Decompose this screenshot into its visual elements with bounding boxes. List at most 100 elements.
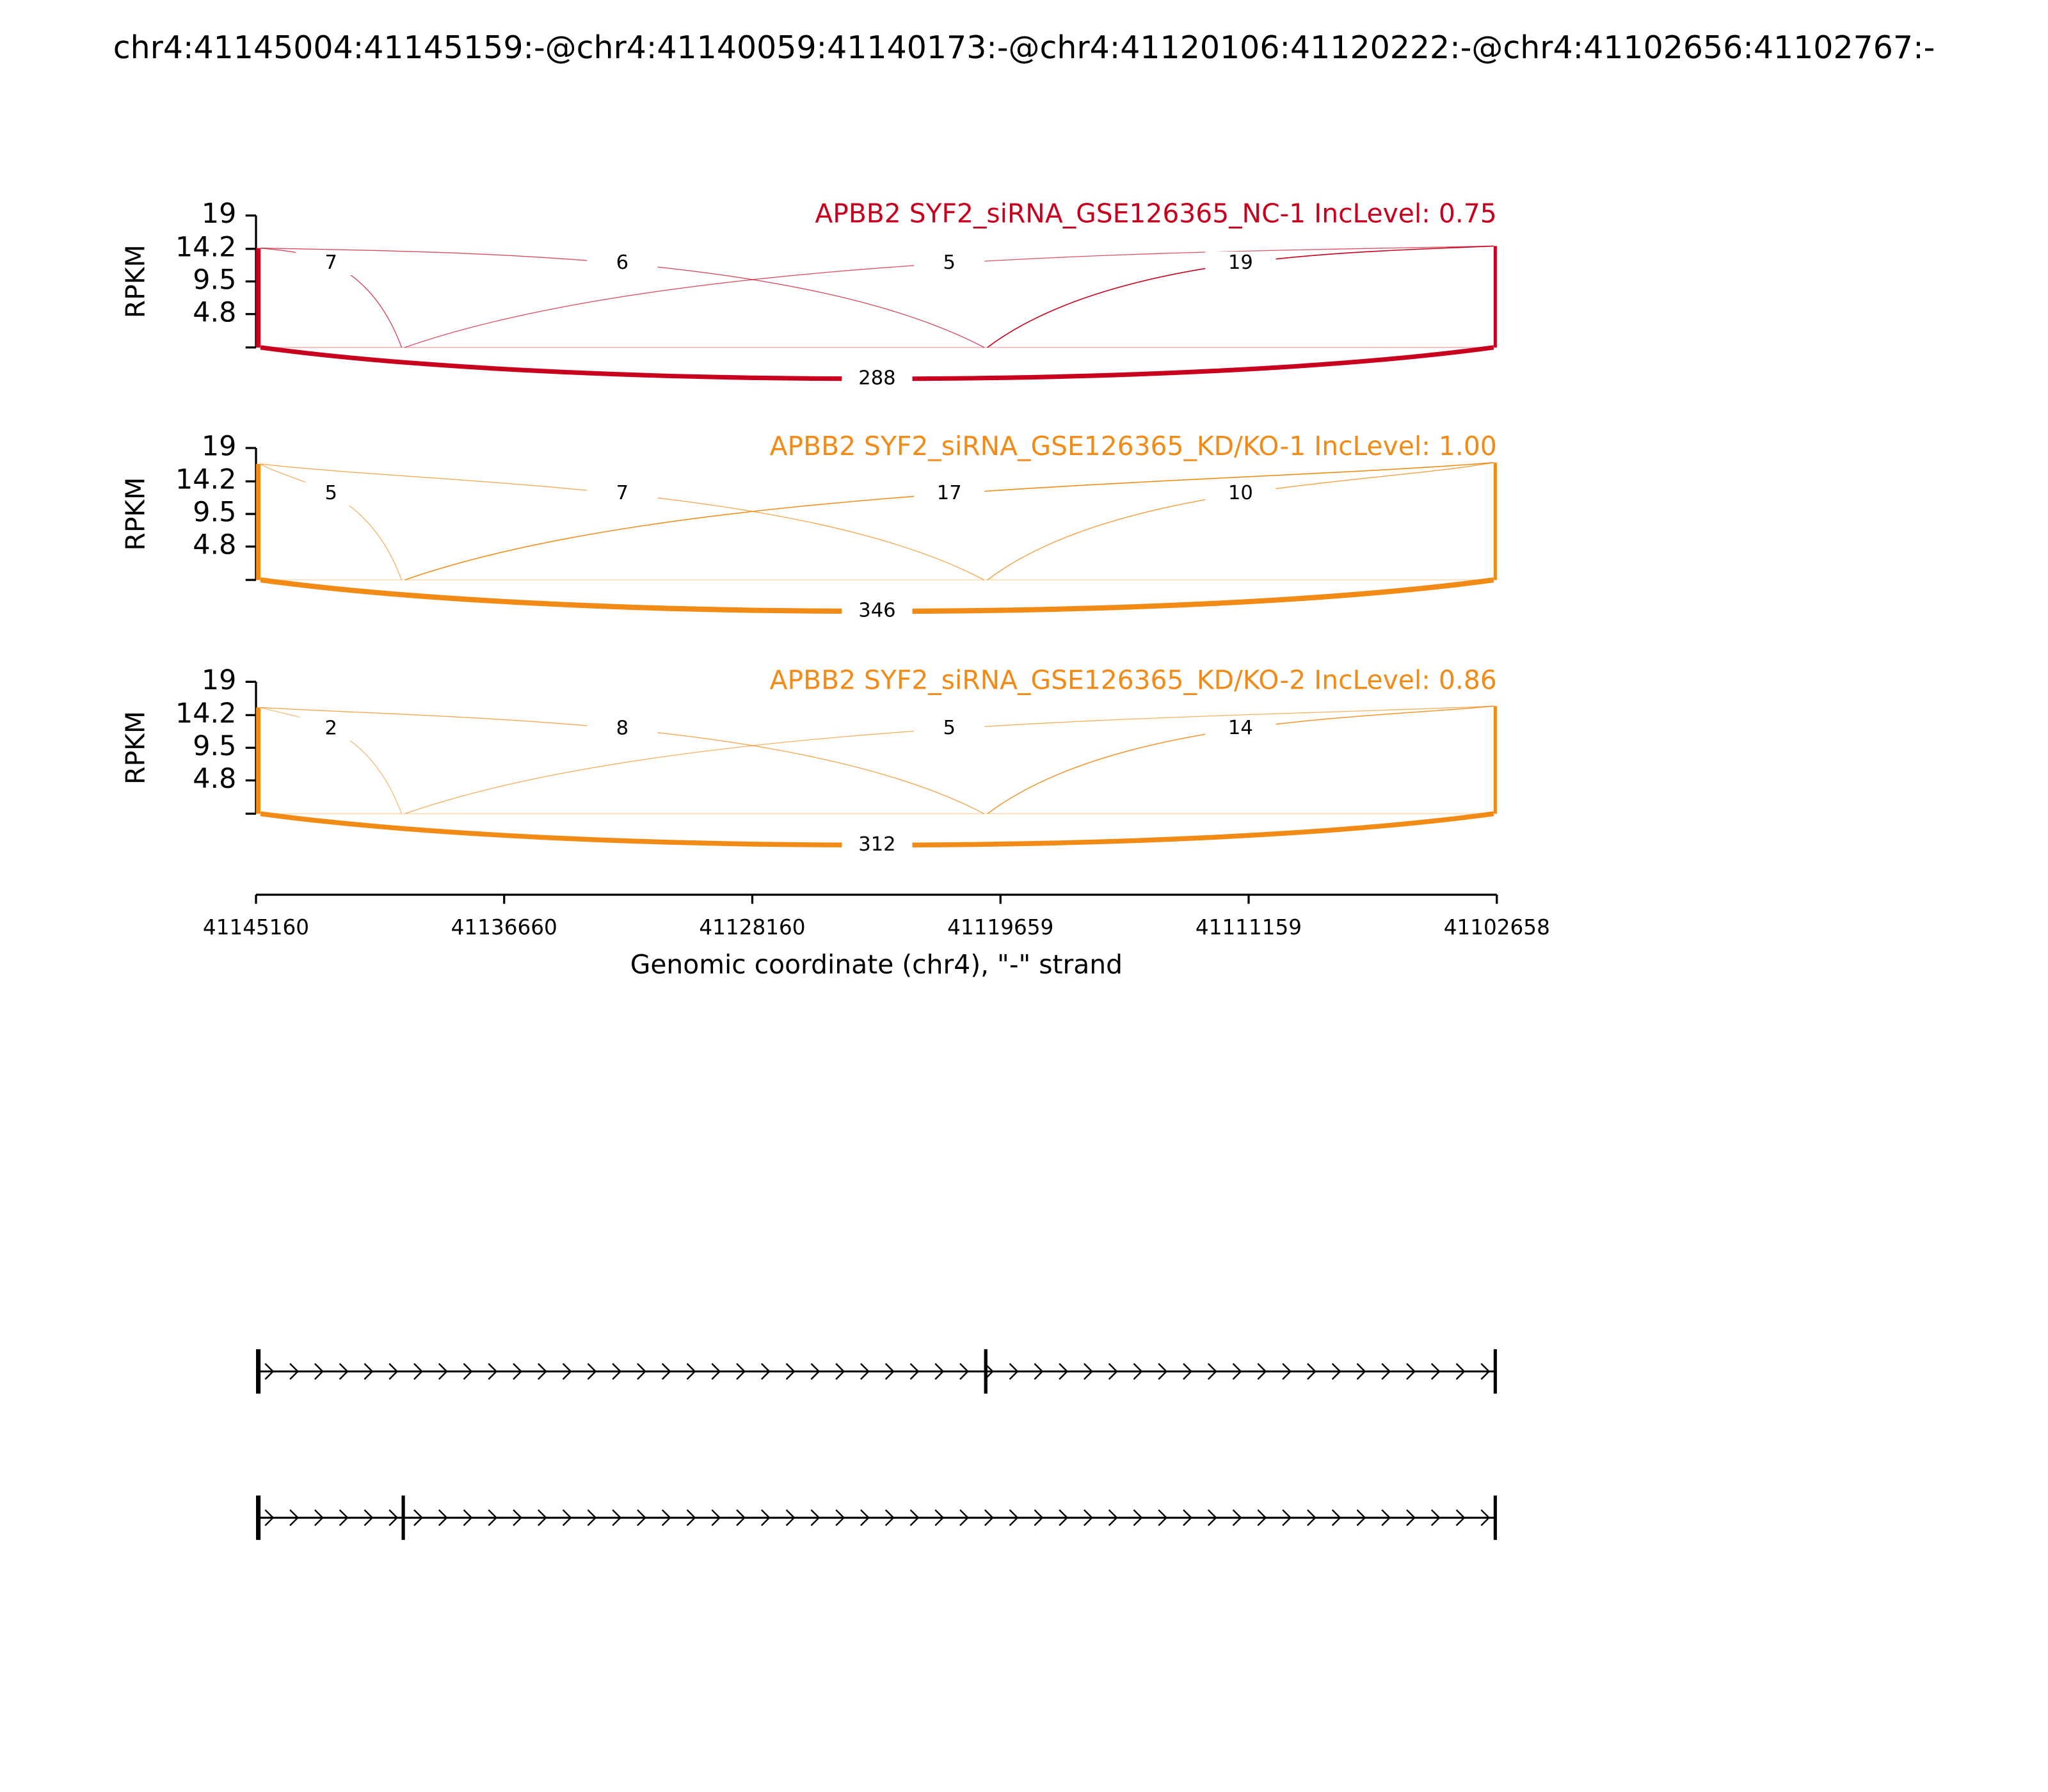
panel-title: APBB2 SYF2_siRNA_GSE126365_KD/KO-2 IncLe… xyxy=(770,664,1497,695)
strand-chevron xyxy=(760,1363,771,1380)
junction-label-bg xyxy=(842,833,913,857)
strand-chevron xyxy=(1183,1509,1193,1526)
strand-chevron xyxy=(587,1509,597,1526)
junction-label-bg xyxy=(914,717,985,741)
exon-coverage xyxy=(1493,246,1497,348)
strand-chevron xyxy=(1282,1509,1292,1526)
strand-chevron xyxy=(1158,1363,1168,1380)
junction-label-bg xyxy=(296,482,367,506)
junction-label-bg xyxy=(1205,482,1276,506)
strand-chevron xyxy=(711,1509,721,1526)
strand-chevron xyxy=(1455,1363,1466,1380)
junction-label: 7 xyxy=(616,482,628,504)
strand-chevron xyxy=(1009,1363,1019,1380)
x-tick-label: 41136660 xyxy=(451,915,557,940)
strand-chevron xyxy=(637,1509,646,1526)
strand-chevron xyxy=(1331,1363,1341,1380)
strand-chevron xyxy=(1133,1363,1143,1380)
y-tick-label: 4.8 xyxy=(193,296,236,328)
strand-chevron xyxy=(562,1363,572,1380)
junction-label-bg xyxy=(296,252,367,276)
strand-chevron xyxy=(562,1509,572,1526)
strand-chevron xyxy=(1406,1363,1416,1380)
exon-coverage xyxy=(256,707,261,814)
y-tick-label: 9.5 xyxy=(193,730,236,762)
junction-label: 5 xyxy=(325,482,337,504)
strand-chevron xyxy=(835,1363,845,1380)
strand-chevron xyxy=(1207,1363,1217,1380)
strand-chevron xyxy=(810,1363,820,1380)
strand-chevron xyxy=(835,1509,845,1526)
x-tick-label: 41128160 xyxy=(699,915,805,940)
strand-chevron xyxy=(1282,1363,1292,1380)
strand-chevron xyxy=(661,1509,671,1526)
strand-chevron xyxy=(463,1509,473,1526)
strand-chevron xyxy=(289,1509,300,1526)
strand-chevron xyxy=(1232,1363,1242,1380)
y-tick-label: 14.2 xyxy=(175,464,236,496)
strand-chevron xyxy=(711,1363,721,1380)
strand-chevron xyxy=(289,1363,300,1380)
strand-chevron xyxy=(413,1363,423,1380)
strand-chevron xyxy=(860,1363,870,1380)
strand-chevron xyxy=(1406,1509,1416,1526)
strand-chevron xyxy=(1232,1509,1242,1526)
junction-label: 2 xyxy=(325,717,337,739)
strand-chevron xyxy=(612,1509,622,1526)
x-tick-label: 41111159 xyxy=(1196,915,1302,940)
strand-chevron xyxy=(736,1363,746,1380)
strand-chevron xyxy=(513,1363,523,1380)
strand-chevron xyxy=(909,1363,920,1380)
strand-chevron xyxy=(1381,1509,1391,1526)
strand-chevron xyxy=(1356,1509,1366,1526)
strand-chevron xyxy=(1356,1363,1366,1380)
strand-chevron xyxy=(1059,1509,1069,1526)
strand-chevron xyxy=(860,1509,870,1526)
figure-title: chr4:41145004:41145159:-@chr4:41140059:4… xyxy=(113,29,1935,66)
exon-coverage xyxy=(256,463,261,580)
x-tick-label: 41119659 xyxy=(947,915,1053,940)
strand-chevron xyxy=(488,1509,498,1526)
junction-label-bg xyxy=(1205,717,1276,741)
y-tick-label: 14.2 xyxy=(175,231,236,263)
strand-chevron xyxy=(1455,1509,1466,1526)
strand-chevron xyxy=(959,1363,970,1380)
junction-label-bg xyxy=(842,367,913,391)
y-axis-label: RPKM xyxy=(120,244,150,318)
strand-chevron xyxy=(1158,1509,1168,1526)
y-tick-label: 9.5 xyxy=(193,264,236,296)
strand-chevron xyxy=(364,1363,374,1380)
strand-chevron xyxy=(339,1509,349,1526)
strand-chevron xyxy=(1430,1509,1441,1526)
strand-chevron xyxy=(785,1509,796,1526)
junction-arc xyxy=(987,462,1494,580)
strand-chevron xyxy=(959,1509,970,1526)
panel-title: APBB2 SYF2_siRNA_GSE126365_KD/KO-1 IncLe… xyxy=(770,431,1497,461)
y-axis-label: RPKM xyxy=(120,711,150,785)
exon-coverage xyxy=(1493,706,1497,814)
strand-chevron xyxy=(1034,1363,1044,1380)
strand-chevron xyxy=(1133,1509,1143,1526)
strand-chevron xyxy=(463,1363,473,1380)
strand-chevron xyxy=(909,1509,920,1526)
strand-chevron xyxy=(1257,1509,1267,1526)
strand-chevron xyxy=(736,1509,746,1526)
junction-label: 10 xyxy=(1228,482,1253,504)
strand-chevron xyxy=(1381,1363,1391,1380)
strand-chevron xyxy=(438,1363,448,1380)
strand-chevron xyxy=(884,1363,895,1380)
exon-block xyxy=(256,1349,261,1394)
y-tick-label: 14.2 xyxy=(175,698,236,730)
strand-chevron xyxy=(1108,1509,1118,1526)
strand-chevron xyxy=(314,1363,324,1380)
y-tick-label: 19 xyxy=(202,664,237,696)
junction-arc xyxy=(260,463,403,580)
junction-label: 7 xyxy=(325,252,337,274)
strand-chevron xyxy=(1084,1509,1093,1526)
strand-chevron xyxy=(884,1509,895,1526)
junction-label-bg xyxy=(842,599,913,623)
junction-label-bg xyxy=(587,717,658,741)
strand-chevron xyxy=(686,1509,696,1526)
junction-label: 312 xyxy=(858,833,895,856)
y-tick-label: 19 xyxy=(202,198,237,230)
